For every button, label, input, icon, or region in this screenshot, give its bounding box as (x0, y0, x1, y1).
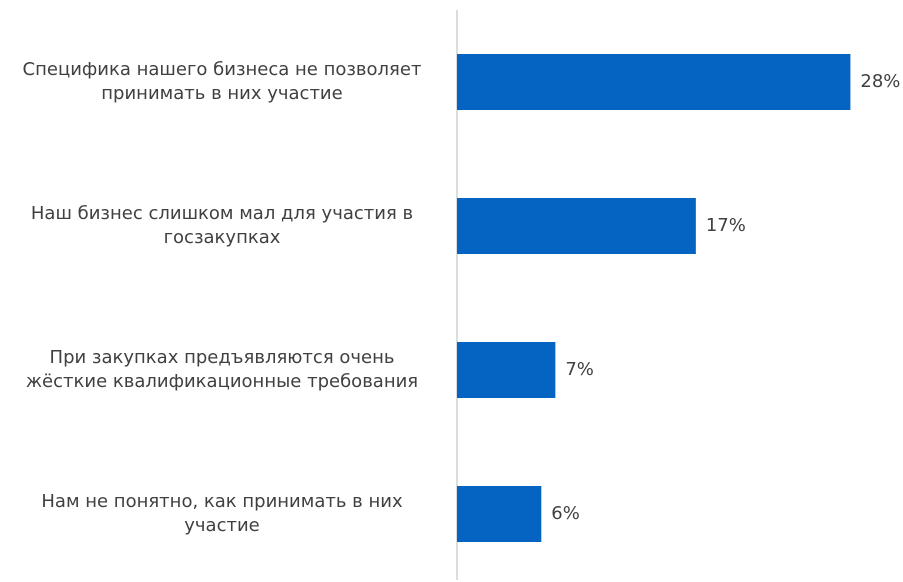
data-label: 7% (565, 359, 594, 380)
bar (457, 198, 696, 254)
category-label: Специфика нашего бизнеса не позволяет пр… (22, 59, 422, 104)
data-label: 6% (551, 503, 580, 524)
category-label: Нам не понятно, как принимать в них учас… (41, 491, 403, 536)
category-label: Наш бизнес слишком мал для участия в гос… (30, 203, 414, 248)
data-label: 17% (706, 215, 746, 236)
category-label: При закупках предъявляются очень жёсткие… (25, 347, 419, 392)
data-label: 28% (860, 71, 900, 92)
bar (457, 342, 556, 398)
bar (457, 486, 542, 542)
bar (457, 54, 851, 110)
